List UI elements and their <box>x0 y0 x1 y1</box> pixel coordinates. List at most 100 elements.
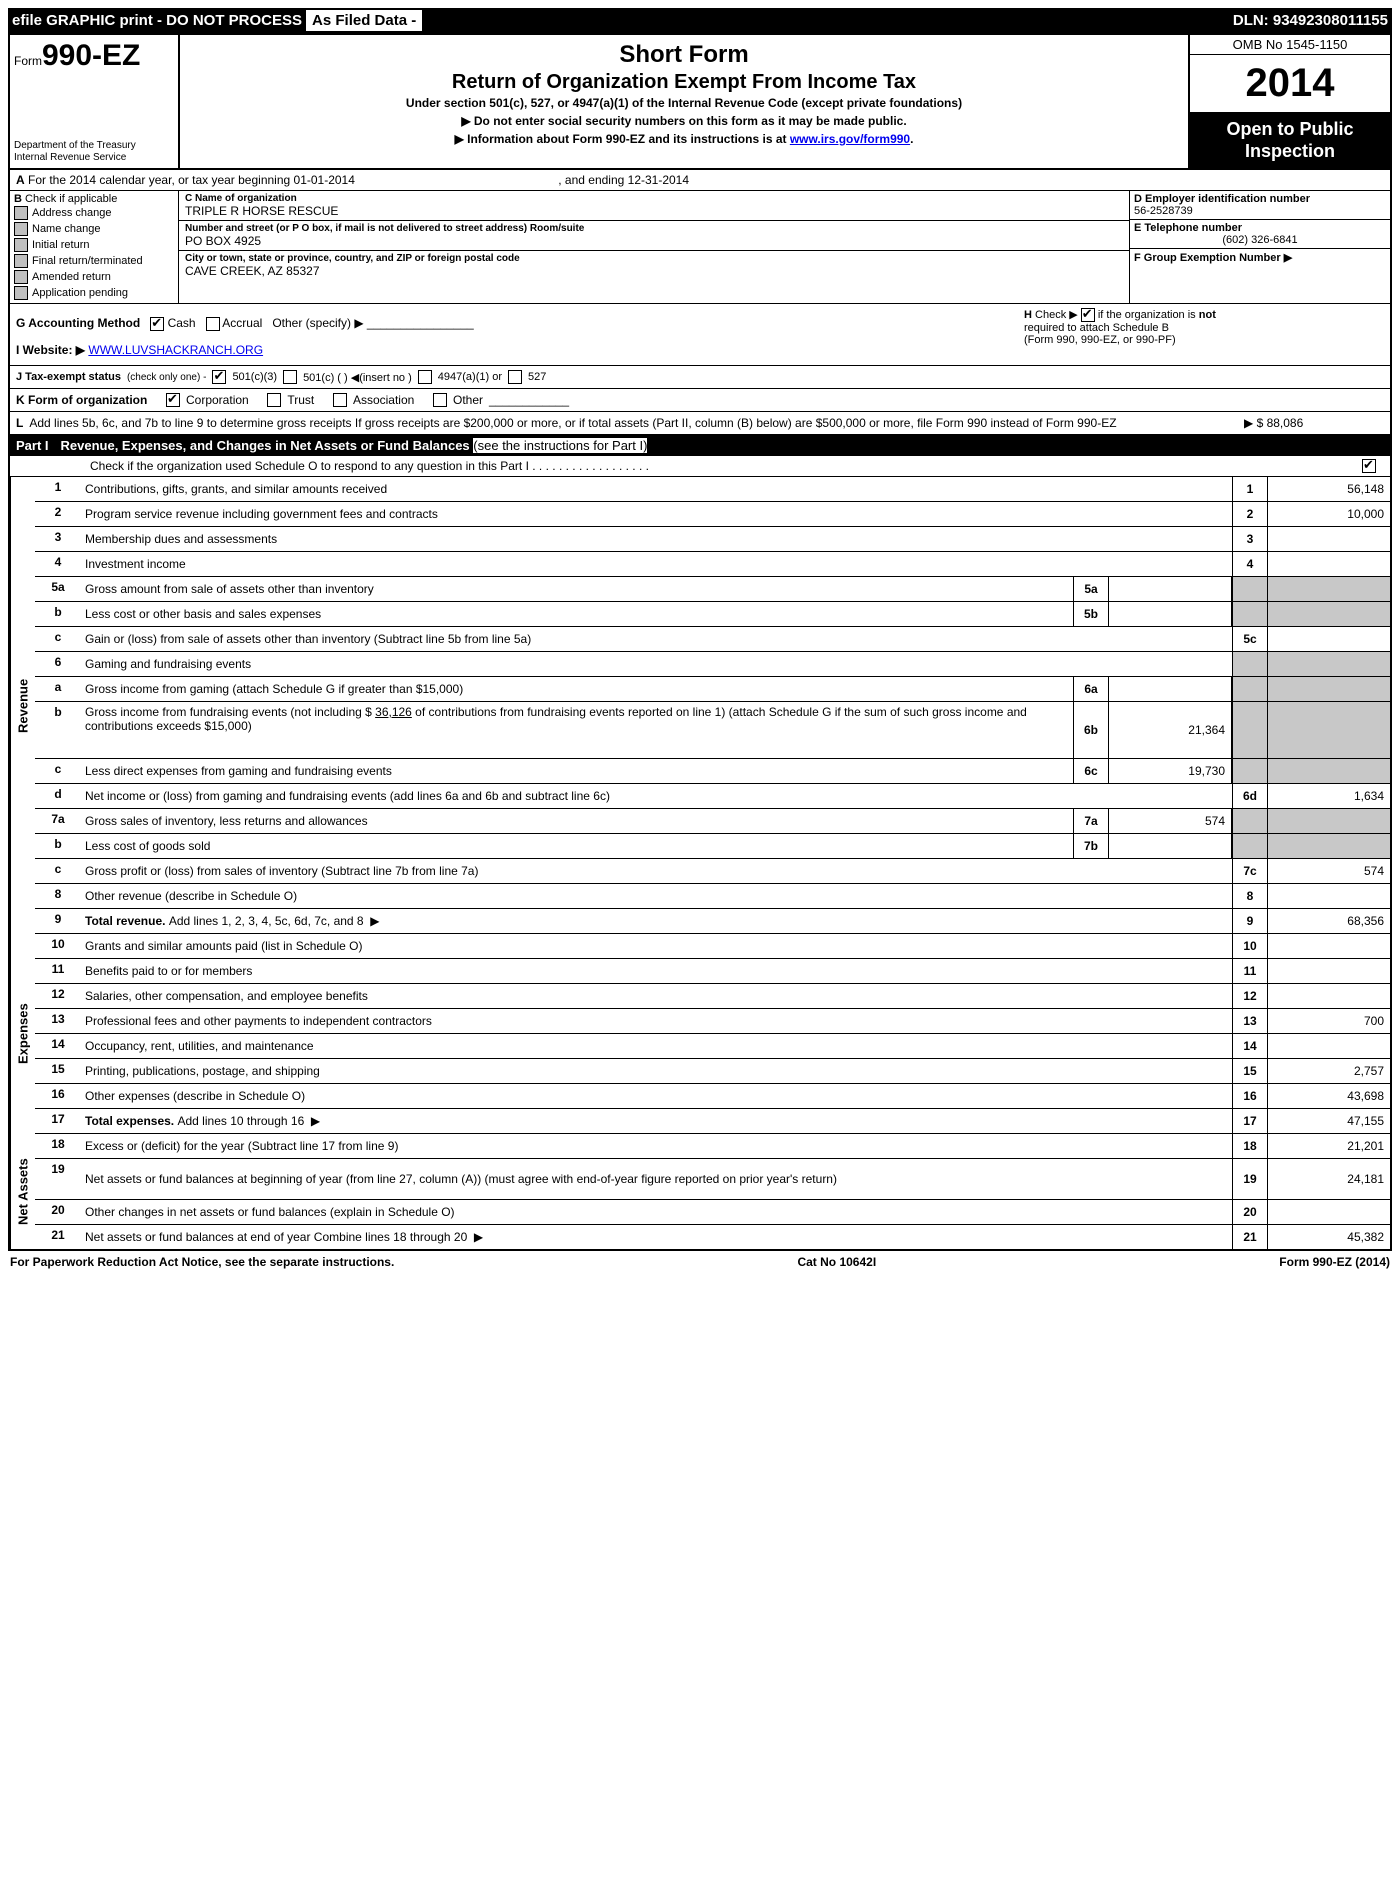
line-18: 18 Excess or (deficit) for the year (Sub… <box>35 1134 1390 1159</box>
value-6d: 1,634 <box>1268 784 1390 808</box>
chk-address-change[interactable]: Address change <box>14 205 174 221</box>
checkbox-trust[interactable] <box>267 393 281 407</box>
checkbox-other-org[interactable] <box>433 393 447 407</box>
checkbox-501c[interactable] <box>283 370 297 384</box>
department-block: Department of the Treasury Internal Reve… <box>14 140 174 164</box>
checkbox-527[interactable] <box>508 370 522 384</box>
checkbox-501c3[interactable] <box>212 370 226 384</box>
line-1: 1 Contributions, gifts, grants, and simi… <box>35 477 1390 502</box>
row-j: J Tax-exempt status(check only one) - 50… <box>10 366 1390 389</box>
form-word: Form <box>14 54 42 68</box>
line-4: 4 Investment income 4 <box>35 552 1390 577</box>
header-right: OMB No 1545-1150 2014 Open to Public Ins… <box>1188 35 1390 168</box>
tax-year-end: , and ending 12-31-2014 <box>558 173 689 187</box>
ssn-note: ▶ Do not enter social security numbers o… <box>188 114 1180 128</box>
dept-treasury: Department of the Treasury <box>14 140 174 152</box>
value-6b: 21,364 <box>1109 702 1232 758</box>
chk-application-pending[interactable]: Application pending <box>14 285 174 301</box>
line-9: 9 Total revenue. Add lines 1, 2, 3, 4, 5… <box>35 909 1390 934</box>
line-15: 15 Printing, publications, postage, and … <box>35 1059 1390 1084</box>
org-name: TRIPLE R HORSE RESCUE <box>185 204 1123 218</box>
line-10: 10 Grants and similar amounts paid (list… <box>35 934 1390 959</box>
part-1-header: Part I Revenue, Expenses, and Changes in… <box>10 435 1390 456</box>
side-label-netassets: Net Assets <box>10 1134 35 1249</box>
value-5c <box>1268 627 1390 651</box>
line-11: 11 Benefits paid to or for members 11 <box>35 959 1390 984</box>
row-gh: G Accounting Method Cash Accrual Other (… <box>10 304 1390 366</box>
page-footer: For Paperwork Reduction Act Notice, see … <box>8 1251 1392 1273</box>
checkbox-cash[interactable] <box>150 317 164 331</box>
label-street: Number and street (or P O box, if mail i… <box>185 223 1123 234</box>
checkbox-h[interactable] <box>1081 308 1095 322</box>
form-container: Form990-EZ Department of the Treasury In… <box>8 33 1392 1251</box>
value-11 <box>1268 959 1390 983</box>
checkbox-schedule-o[interactable] <box>1362 459 1376 473</box>
value-7a: 574 <box>1109 809 1232 833</box>
part-1-label: Part I <box>16 438 49 453</box>
value-6c: 19,730 <box>1109 759 1232 783</box>
value-4 <box>1268 552 1390 576</box>
cat-no: Cat No 10642I <box>797 1255 876 1269</box>
value-9: 68,356 <box>1268 909 1390 933</box>
checkbox-4947[interactable] <box>418 370 432 384</box>
schedule-o-check-text: Check if the organization used Schedule … <box>90 459 1362 473</box>
short-form-title: Short Form <box>188 41 1180 69</box>
chk-amended-return[interactable]: Amended return <box>14 269 174 285</box>
label-h: H <box>1024 309 1032 321</box>
header-center: Short Form Return of Organization Exempt… <box>180 35 1188 168</box>
label-l: L <box>16 416 23 430</box>
line-7b: b Less cost of goods sold 7b <box>35 834 1390 859</box>
checkbox-accrual[interactable] <box>206 317 220 331</box>
label-c-name: C Name of organization <box>185 193 1123 204</box>
value-20 <box>1268 1200 1390 1224</box>
checkbox-corporation[interactable] <box>166 393 180 407</box>
dln-label: DLN: 93492308011155 <box>1233 12 1388 29</box>
line-3: 3 Membership dues and assessments 3 <box>35 527 1390 552</box>
label-e-phone: E Telephone number <box>1134 222 1242 234</box>
value-2: 10,000 <box>1268 502 1390 526</box>
part-1-sub: (see the instructions for Part I) <box>473 438 647 453</box>
netassets-section: Net Assets 18 Excess or (deficit) for th… <box>10 1134 1390 1249</box>
line-6a: a Gross income from gaming (attach Sched… <box>35 677 1390 702</box>
form-number-block: Form990-EZ <box>14 39 174 73</box>
side-label-expenses: Expenses <box>10 934 35 1134</box>
value-7c: 574 <box>1268 859 1390 883</box>
chk-initial-return[interactable]: Initial return <box>14 237 174 253</box>
open-inspection: Open to Public Inspection <box>1190 113 1390 168</box>
value-19: 24,181 <box>1268 1159 1390 1199</box>
chk-final-return[interactable]: Final return/terminated <box>14 253 174 269</box>
value-8 <box>1268 884 1390 908</box>
as-filed-label: As Filed Data - <box>306 10 422 31</box>
website-link[interactable]: WWW.LUVSHACKRANCH.ORG <box>88 343 263 357</box>
section-bcdef: B Check if applicable Address change Nam… <box>10 191 1390 304</box>
line-19: 19 Net assets or fund balances at beginn… <box>35 1159 1390 1200</box>
paperwork-notice: For Paperwork Reduction Act Notice, see … <box>10 1255 394 1269</box>
line-8: 8 Other revenue (describe in Schedule O)… <box>35 884 1390 909</box>
other-specify: Other (specify) ▶ <box>272 316 363 330</box>
value-15: 2,757 <box>1268 1059 1390 1083</box>
gross-receipts-text: Add lines 5b, 6c, and 7b to line 9 to de… <box>29 416 1238 430</box>
label-f-group: F Group Exemption Number ▶ <box>1134 252 1292 264</box>
value-21: 45,382 <box>1268 1225 1390 1249</box>
checkbox-association[interactable] <box>333 393 347 407</box>
label-b: B <box>14 193 22 205</box>
line-5b: b Less cost or other basis and sales exp… <box>35 602 1390 627</box>
line-5c: c Gain or (loss) from sale of assets oth… <box>35 627 1390 652</box>
value-17: 47,155 <box>1268 1109 1390 1133</box>
phone-value: (602) 326-6841 <box>1134 234 1386 246</box>
tax-year-begin: For the 2014 calendar year, or tax year … <box>28 173 355 187</box>
form-header: Form990-EZ Department of the Treasury In… <box>10 35 1390 170</box>
line-12: 12 Salaries, other compensation, and emp… <box>35 984 1390 1009</box>
omb-number: OMB No 1545-1150 <box>1190 35 1390 55</box>
line-6: 6 Gaming and fundraising events <box>35 652 1390 677</box>
chk-name-change[interactable]: Name change <box>14 221 174 237</box>
value-3 <box>1268 527 1390 551</box>
irs-link[interactable]: www.irs.gov/form990 <box>790 132 910 146</box>
line-21: 21 Net assets or fund balances at end of… <box>35 1225 1390 1249</box>
info-note: ▶ Information about Form 990-EZ and its … <box>188 132 1180 146</box>
row-g: G Accounting Method Cash Accrual Other (… <box>10 304 1018 365</box>
label-g: G Accounting Method <box>16 316 140 330</box>
row-a: A For the 2014 calendar year, or tax yea… <box>10 170 1390 191</box>
revenue-section: Revenue 1 Contributions, gifts, grants, … <box>10 477 1390 934</box>
fundraising-contrib-amount: 36,126 <box>375 705 412 719</box>
